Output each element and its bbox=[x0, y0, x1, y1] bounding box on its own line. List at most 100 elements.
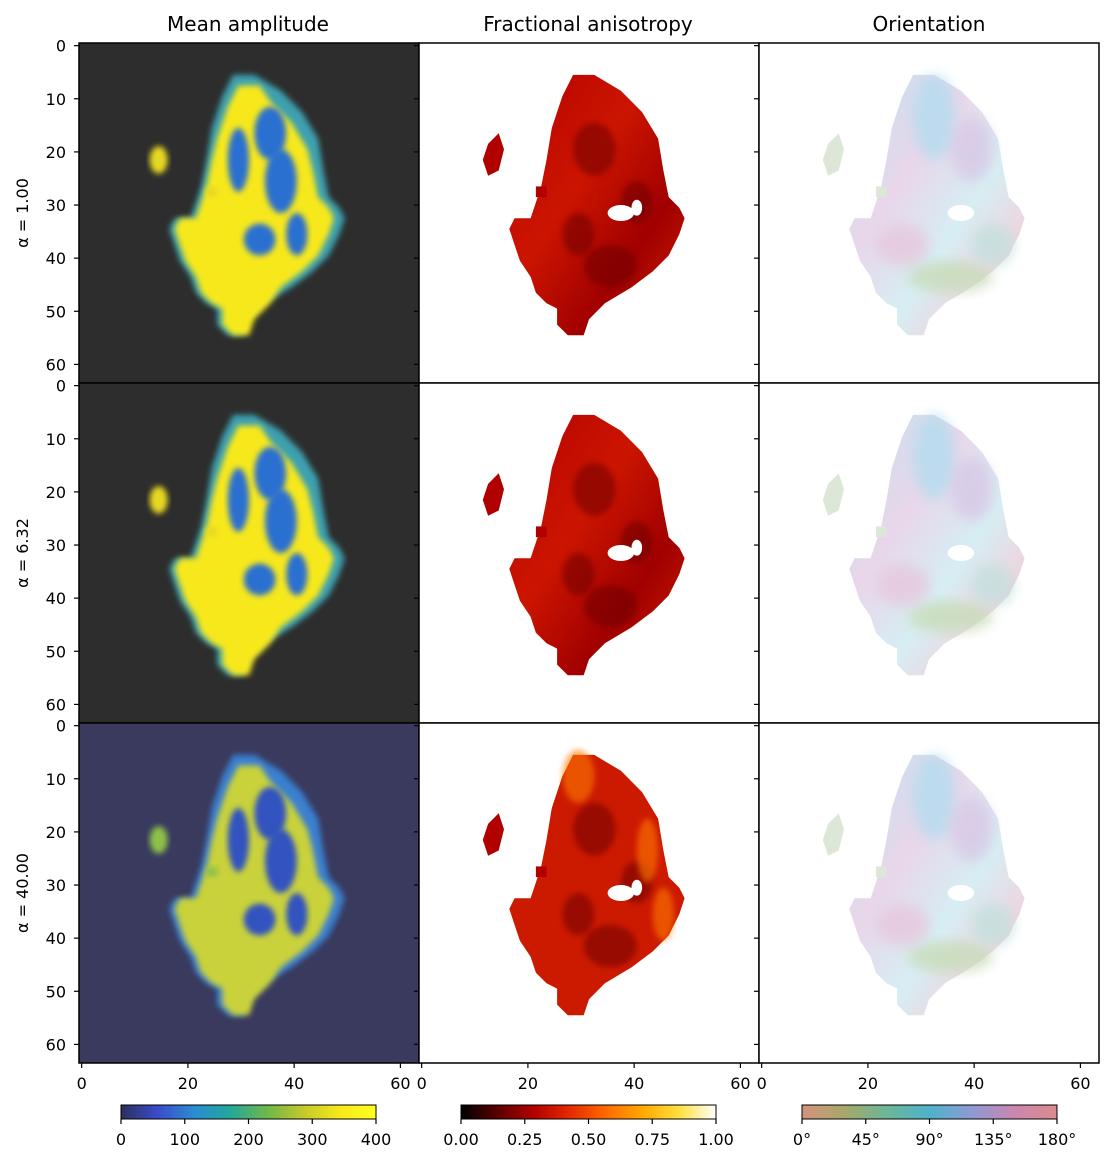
orientation-region bbox=[875, 903, 929, 947]
x-tick-label: 20 bbox=[518, 1074, 538, 1093]
row-label-alpha-1: α = 1.00 bbox=[13, 178, 32, 248]
y-tick-label: 50 bbox=[46, 642, 66, 661]
fa-body bbox=[509, 754, 685, 1016]
y-tick-label: 30 bbox=[46, 536, 66, 555]
amplitude-low-region bbox=[243, 903, 276, 936]
y-tick-label: 20 bbox=[46, 143, 66, 162]
amplitude-low-region bbox=[286, 553, 308, 596]
fa-high-region bbox=[652, 887, 674, 941]
fa-low-region bbox=[573, 462, 616, 516]
col-title-mean-amplitude: Mean amplitude bbox=[167, 12, 329, 36]
fa-low-region bbox=[562, 553, 595, 596]
panel-r1-c3 bbox=[758, 42, 1100, 384]
amplitude-core bbox=[174, 765, 334, 1016]
panel-r3-c2 bbox=[418, 722, 760, 1064]
orientation-region bbox=[950, 117, 993, 182]
orientation-region bbox=[913, 754, 956, 840]
panel-r3-c3 bbox=[758, 722, 1100, 1064]
y-tick-label: 50 bbox=[46, 302, 66, 321]
panel-r1-c2 bbox=[418, 42, 760, 384]
colorbar-tick-label: 0° bbox=[793, 1130, 811, 1149]
y-tick-label: 30 bbox=[46, 196, 66, 215]
fa-low-region bbox=[573, 122, 616, 176]
panel-r2-c1 bbox=[78, 382, 420, 724]
y-tick-label: 10 bbox=[46, 90, 66, 109]
fa-body bbox=[509, 74, 685, 336]
colorbar-tick-label: 200 bbox=[233, 1130, 264, 1149]
amplitude-low-region bbox=[254, 446, 287, 500]
fa-high-region bbox=[636, 818, 659, 883]
y-tick-label: 0 bbox=[56, 377, 66, 396]
amplitude-small-feature bbox=[149, 146, 168, 174]
fa-high-region bbox=[562, 749, 595, 803]
masked-hole bbox=[607, 545, 635, 561]
fa-island bbox=[482, 813, 504, 856]
amplitude-small-feature bbox=[205, 526, 219, 538]
amplitude-small-feature bbox=[149, 486, 168, 514]
colorbar-tick-label: 100 bbox=[169, 1130, 200, 1149]
row-label-alpha-3: α = 40.00 bbox=[13, 853, 32, 933]
fa-island bbox=[482, 133, 504, 176]
colorbar-tick-label: 0.25 bbox=[507, 1130, 543, 1149]
orientation-region bbox=[875, 223, 929, 267]
panel-grid bbox=[78, 42, 1100, 1064]
y-tick-label: 40 bbox=[46, 589, 66, 608]
amplitude-low-region bbox=[264, 829, 297, 893]
x-tick-label: 60 bbox=[1070, 1074, 1090, 1093]
y-tick-label: 50 bbox=[46, 982, 66, 1001]
colorbar-2 bbox=[460, 1104, 717, 1120]
masked-hole bbox=[631, 539, 643, 556]
amplitude-low-region bbox=[243, 563, 276, 596]
orientation-region bbox=[971, 563, 1014, 607]
masked-hole bbox=[947, 885, 975, 901]
panel-r2-c3 bbox=[758, 382, 1100, 724]
amplitude-low-region bbox=[227, 128, 249, 192]
fa-island bbox=[535, 526, 547, 538]
orientation-region bbox=[950, 797, 993, 862]
orientation-island bbox=[875, 526, 887, 538]
y-tick-label: 60 bbox=[46, 355, 66, 374]
colorbar-tick-label: 135° bbox=[974, 1130, 1013, 1149]
amplitude-low-region bbox=[227, 808, 249, 872]
orientation-region bbox=[907, 940, 993, 973]
amplitude-low-region bbox=[264, 149, 297, 213]
row-label-alpha-2: α = 6.32 bbox=[13, 518, 32, 588]
fa-low-region bbox=[583, 584, 637, 628]
orientation-region bbox=[913, 74, 956, 160]
col-title-fractional-anisotropy: Fractional anisotropy bbox=[483, 12, 693, 36]
y-tick-label: 60 bbox=[46, 695, 66, 714]
y-tick-label: 20 bbox=[46, 483, 66, 502]
colorbar-tick-label: 180° bbox=[1038, 1130, 1077, 1149]
orientation-island bbox=[822, 133, 844, 176]
x-tick-label: 0 bbox=[77, 1074, 87, 1093]
x-tick-label: 60 bbox=[390, 1074, 410, 1093]
amplitude-low-region bbox=[286, 893, 308, 936]
x-tick-label: 0 bbox=[417, 1074, 427, 1093]
y-tick-label: 60 bbox=[46, 1035, 66, 1054]
orientation-region bbox=[907, 600, 993, 633]
colorbar-tick-label: 400 bbox=[361, 1130, 392, 1149]
colorbar-tick-label: 0.50 bbox=[571, 1130, 607, 1149]
colorbar-tick-label: 45° bbox=[852, 1130, 880, 1149]
fa-island bbox=[482, 473, 504, 516]
fa-low-region bbox=[583, 924, 637, 968]
amplitude-low-region bbox=[254, 106, 287, 160]
amplitude-small-feature bbox=[205, 866, 219, 878]
colorbar-tick-label: 1.00 bbox=[698, 1130, 734, 1149]
panel-r2-c2 bbox=[418, 382, 760, 724]
y-tick-label: 40 bbox=[46, 929, 66, 948]
amplitude-low-region bbox=[243, 223, 276, 256]
y-tick-label: 0 bbox=[56, 37, 66, 56]
colorbar-tick-label: 0.00 bbox=[443, 1130, 479, 1149]
orientation-region bbox=[913, 414, 956, 500]
masked-hole bbox=[631, 199, 643, 216]
y-tick-label: 30 bbox=[46, 876, 66, 895]
fa-low-region bbox=[562, 893, 595, 936]
panel-r1-c1 bbox=[78, 42, 420, 384]
fa-body bbox=[509, 414, 685, 676]
x-tick-label: 60 bbox=[730, 1074, 750, 1093]
colorbar-1 bbox=[120, 1104, 377, 1120]
orientation-region bbox=[950, 457, 993, 522]
x-tick-label: 40 bbox=[624, 1074, 644, 1093]
